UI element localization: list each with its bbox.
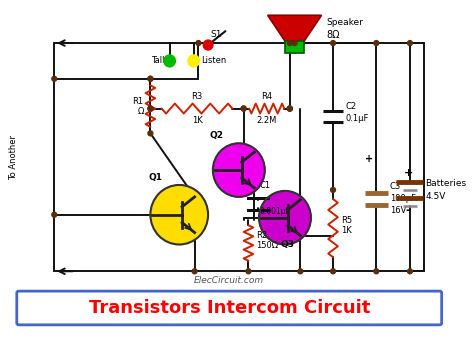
Text: Q3: Q3	[280, 241, 294, 250]
Circle shape	[241, 106, 246, 111]
Circle shape	[148, 106, 153, 111]
Text: 4.5V: 4.5V	[425, 192, 446, 201]
Text: S1: S1	[210, 30, 221, 39]
Circle shape	[148, 76, 153, 81]
Text: 16V: 16V	[390, 206, 406, 215]
Text: Listen: Listen	[201, 57, 227, 66]
Text: -: -	[405, 204, 410, 217]
Text: C2: C2	[346, 102, 356, 111]
Text: Batteries: Batteries	[425, 179, 466, 188]
Circle shape	[150, 185, 208, 245]
Circle shape	[196, 40, 201, 45]
Text: 0.1μF: 0.1μF	[346, 115, 369, 124]
Text: 100μF: 100μF	[390, 194, 416, 203]
Circle shape	[164, 55, 175, 67]
Text: Talk: Talk	[151, 57, 167, 66]
Text: 2.2M: 2.2M	[256, 116, 277, 126]
Circle shape	[148, 76, 153, 81]
Text: +: +	[365, 154, 374, 164]
Text: Speaker: Speaker	[326, 18, 363, 27]
Text: +: +	[403, 168, 413, 178]
Text: Q1: Q1	[148, 173, 163, 182]
Polygon shape	[268, 15, 321, 41]
Text: C1: C1	[260, 181, 271, 190]
Circle shape	[287, 106, 292, 111]
Text: R5: R5	[341, 216, 352, 225]
Circle shape	[298, 269, 303, 274]
FancyBboxPatch shape	[17, 291, 442, 325]
Circle shape	[52, 212, 57, 217]
Text: 0.001μF: 0.001μF	[260, 207, 291, 216]
Circle shape	[259, 191, 311, 245]
Circle shape	[374, 40, 379, 45]
Circle shape	[331, 40, 336, 45]
Text: R1: R1	[133, 97, 144, 106]
Circle shape	[287, 106, 292, 111]
Text: R4: R4	[261, 92, 272, 101]
Text: To Another: To Another	[9, 135, 18, 180]
Text: R3: R3	[191, 92, 203, 101]
Bar	[285, 41, 304, 53]
Circle shape	[148, 131, 153, 136]
Text: ElecCircuit.com: ElecCircuit.com	[194, 276, 264, 285]
Circle shape	[331, 188, 336, 192]
Text: Transistors Intercom Circuit: Transistors Intercom Circuit	[89, 299, 370, 317]
Circle shape	[188, 55, 200, 67]
Circle shape	[241, 106, 246, 111]
Text: 150Ω: 150Ω	[256, 241, 278, 250]
Text: 1K: 1K	[191, 116, 202, 126]
Circle shape	[203, 40, 213, 50]
Circle shape	[192, 269, 197, 274]
Text: R2: R2	[256, 231, 267, 240]
Circle shape	[292, 40, 297, 45]
Circle shape	[148, 106, 153, 111]
Circle shape	[246, 269, 251, 274]
Text: 8Ω: 8Ω	[326, 30, 340, 40]
Circle shape	[374, 269, 379, 274]
Circle shape	[52, 76, 57, 81]
Circle shape	[287, 40, 292, 45]
Circle shape	[213, 143, 265, 197]
Circle shape	[408, 40, 412, 45]
Text: Q2: Q2	[210, 131, 224, 140]
Text: 1K: 1K	[341, 226, 352, 235]
Circle shape	[408, 269, 412, 274]
Circle shape	[287, 106, 292, 111]
Text: Ω: Ω	[137, 107, 144, 116]
Circle shape	[331, 269, 336, 274]
Text: C3: C3	[390, 182, 401, 191]
